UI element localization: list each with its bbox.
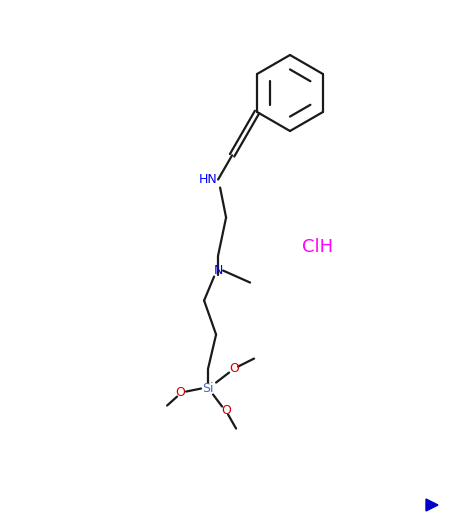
Text: HN: HN [199,173,217,186]
Text: O: O [175,386,185,399]
Text: ClH: ClH [302,238,334,256]
Text: N: N [213,264,223,277]
Text: O: O [221,404,231,417]
Polygon shape [426,499,438,511]
Text: Si: Si [202,382,214,395]
Text: O: O [229,362,239,375]
